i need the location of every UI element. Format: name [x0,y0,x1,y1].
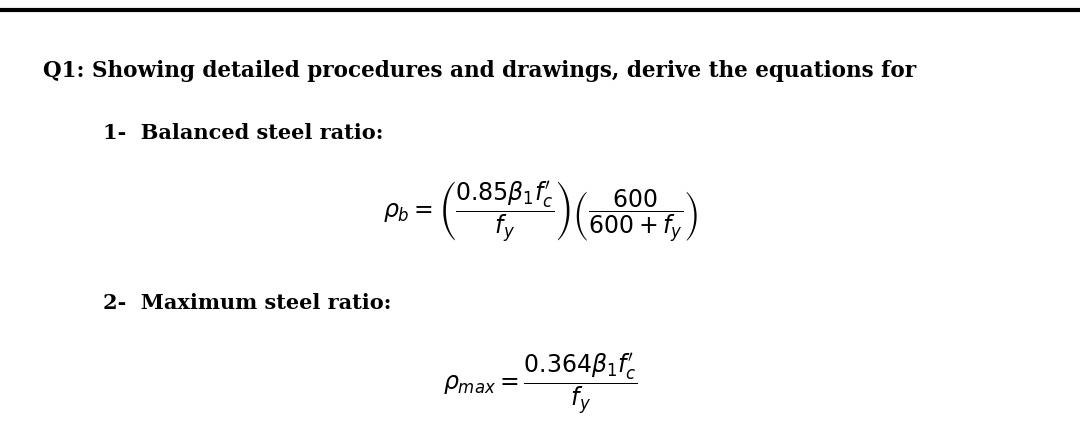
Text: Q1: Showing detailed procedures and drawings, derive the equations for: Q1: Showing detailed procedures and draw… [43,60,916,82]
Text: 1-  Balanced steel ratio:: 1- Balanced steel ratio: [103,123,383,143]
Text: $\rho_{max} = \dfrac{0.364\beta_1 f_c^{\prime}}{f_y}$: $\rho_{max} = \dfrac{0.364\beta_1 f_c^{\… [443,351,637,416]
Text: 2-  Maximum steel ratio:: 2- Maximum steel ratio: [103,293,391,313]
Text: $\rho_b = \left(\dfrac{0.85\beta_1 f_c^{\prime}}{f_y}\right)\left(\dfrac{600}{60: $\rho_b = \left(\dfrac{0.85\beta_1 f_c^{… [382,179,698,244]
